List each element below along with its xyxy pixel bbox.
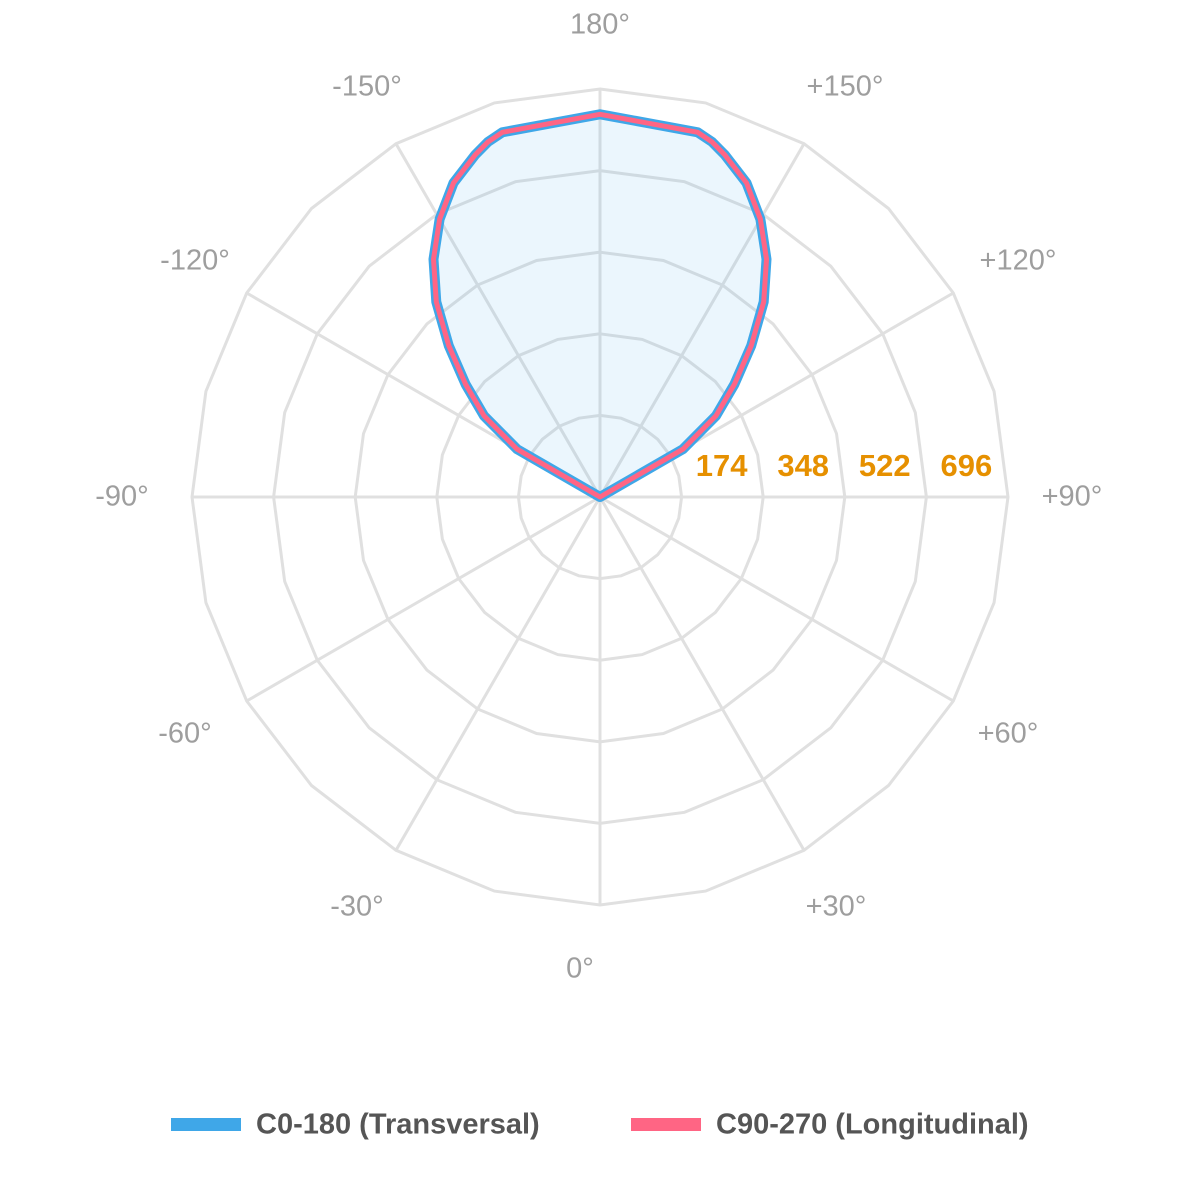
angle-label: 0° bbox=[566, 953, 594, 985]
radial-tick-label: 696 bbox=[941, 448, 993, 483]
angle-label: 180° bbox=[570, 9, 630, 41]
grid-spoke bbox=[598, 496, 806, 852]
grid-spoke bbox=[599, 495, 955, 703]
polar-grid bbox=[190, 87, 1010, 907]
legend-label: C0-180 (Transversal) bbox=[256, 1109, 540, 1141]
angle-label: -30° bbox=[330, 891, 384, 923]
radial-tick-label: 522 bbox=[859, 448, 911, 483]
angle-label: -90° bbox=[95, 481, 149, 513]
legend: C0-180 (Transversal) C90-270 (Longitudina… bbox=[171, 1109, 1029, 1141]
angle-label: -60° bbox=[158, 718, 212, 750]
grid-spoke bbox=[394, 142, 602, 498]
legend-label: C90-270 (Longitudinal) bbox=[716, 1109, 1029, 1141]
grid-spoke bbox=[245, 495, 601, 703]
series-curve-longitudinal bbox=[431, 111, 769, 500]
angle-label: +150° bbox=[807, 71, 884, 103]
legend-swatch bbox=[171, 1118, 241, 1131]
radial-tick-label: 174 bbox=[696, 448, 748, 483]
angle-label: +30° bbox=[806, 891, 867, 923]
angle-label: -150° bbox=[332, 71, 402, 103]
angle-label: +120° bbox=[980, 245, 1057, 277]
radial-tick-label: 348 bbox=[777, 448, 829, 483]
legend-item[interactable]: C90-270 (Longitudinal) bbox=[631, 1109, 1029, 1141]
radial-tick-labels: 174 348 522 696 bbox=[696, 448, 993, 483]
legend-swatch bbox=[631, 1118, 701, 1131]
series-layer bbox=[428, 109, 772, 502]
angle-label: +60° bbox=[978, 718, 1039, 750]
grid-spoke bbox=[394, 496, 602, 852]
angle-labels: 180° +150° +120° +90° +60° +30° 0° -30° -60° -90°… bbox=[95, 9, 1102, 985]
grid-spoke bbox=[598, 142, 806, 498]
angle-label: -120° bbox=[160, 245, 230, 277]
legend-item[interactable]: C0-180 (Transversal) bbox=[171, 1109, 540, 1141]
angle-label: +90° bbox=[1042, 481, 1103, 513]
series-curve-transversal bbox=[428, 109, 772, 502]
